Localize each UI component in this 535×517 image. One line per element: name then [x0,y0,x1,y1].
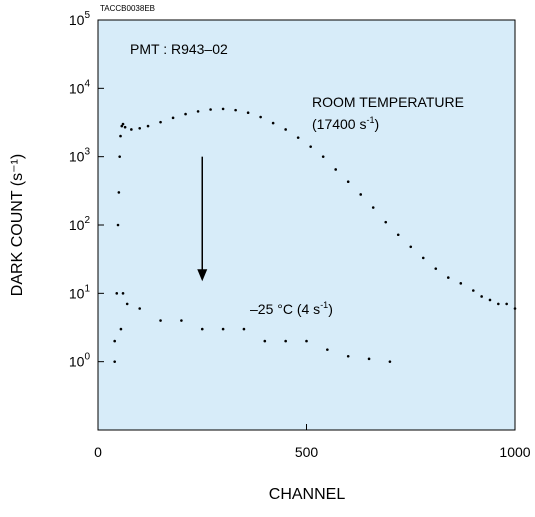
data-point [284,339,287,343]
data-point [346,180,350,184]
data-point [209,108,212,111]
y-tick-label: 101 [69,283,91,301]
y-tick-label: 102 [69,215,91,233]
data-point [130,128,133,131]
plot-area [97,19,516,431]
data-point [271,121,275,125]
room-rate-post: ) [375,116,380,132]
data-point [359,193,363,196]
data-point [119,134,122,138]
data-points [113,107,517,363]
data-point [446,276,450,279]
data-point [171,116,175,120]
data-point [384,220,388,224]
y-tick-label: 100 [69,352,91,370]
cooling-arrow [197,156,208,282]
arrow-head [197,269,208,282]
y-axis: 100 101 102 103 104 105 [69,10,104,370]
x-tick-label: 1000 [499,444,530,460]
data-point [259,115,262,119]
y-tick-label: 103 [69,147,91,165]
data-point [180,319,183,322]
data-point [146,124,150,128]
data-point [121,292,125,295]
data-point [115,292,119,295]
data-point [459,282,463,285]
data-point [221,327,225,331]
cold-rate-post: ) [328,301,333,317]
data-point [138,127,141,130]
x-tick-label: 500 [295,444,319,460]
data-point [159,120,162,124]
data-point [118,155,121,158]
x-axis-title: CHANNEL [269,486,346,503]
data-point [119,327,123,331]
data-point [321,155,325,158]
y-tick-label: 105 [69,10,91,28]
data-point [263,339,267,343]
data-point [246,111,250,114]
data-point [121,122,125,126]
data-point [367,357,371,361]
figure-code: TACCB0038EB [100,4,155,13]
x-tick-label: 0 [94,444,102,460]
data-point [421,256,425,260]
room-temperature-label: ROOM TEMPERATURE [312,94,464,110]
cold-rate-sup: -1 [320,300,328,310]
data-point [113,339,116,343]
data-point [409,245,413,249]
data-point [120,124,124,128]
room-rate-sup: -1 [366,115,374,125]
y-tick-label: 104 [69,78,91,96]
data-point [123,125,127,129]
data-point [200,327,204,331]
data-point [346,354,350,358]
data-point [488,298,492,302]
data-point [284,128,287,131]
data-point [196,110,200,113]
data-point [125,302,129,306]
data-point [505,302,508,306]
y-axis-title: DARK COUNT (s⁻¹) [9,154,26,296]
data-point [434,267,438,270]
x-axis: 0 500 1000 [94,424,531,460]
room-rate-pre: (17400 s [312,116,366,132]
data-point [309,145,312,148]
data-point [480,295,483,298]
cold-temperature-label: –25 °C (4 s-1) [250,300,333,317]
pmt-annotation: PMT : R943–02 [130,41,228,57]
room-temperature-rate: (17400 s-1) [312,115,379,132]
data-point [472,289,475,292]
data-point [234,108,237,112]
data-point [326,348,329,351]
data-point [242,327,246,331]
data-point [184,112,187,116]
cold-rate-pre: –25 °C (4 s [250,301,320,317]
data-point [388,360,392,363]
data-point [113,360,116,363]
data-point [513,307,517,310]
data-point [221,107,225,111]
data-point [305,339,308,343]
data-point [334,168,337,171]
data-point [371,206,375,209]
data-point [138,307,141,310]
data-point [396,233,400,237]
data-point [296,136,300,139]
data-point [117,191,121,194]
data-point [497,302,500,306]
data-point [116,223,120,227]
data-point [159,319,162,322]
